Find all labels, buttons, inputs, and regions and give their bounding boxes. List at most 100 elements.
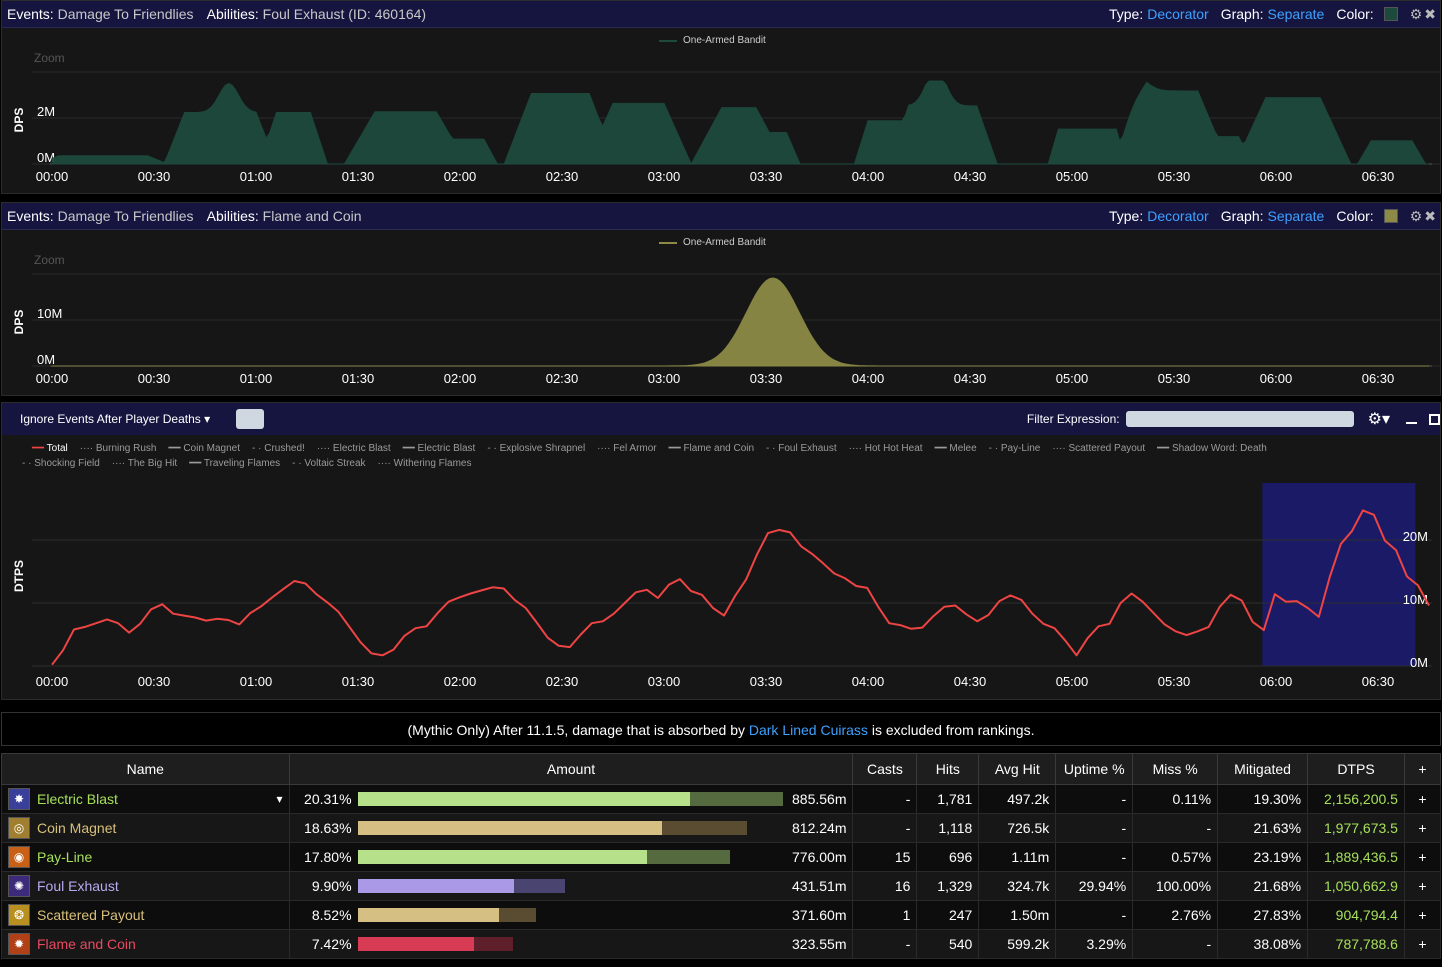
- expand-row-button[interactable]: +: [1403, 813, 1442, 843]
- table-row[interactable]: ✹ Flame and Coin 7.42% 323.55m -540 599.2k 3.2…: [1, 929, 1442, 959]
- amount-bar: [357, 879, 783, 893]
- dps-area-chart: One-Armed Bandit Zoom DPS 10M 0M 00:00 00:30 01…: [12, 237, 1440, 386]
- legend-item[interactable]: ···· Hot Hot Heat: [848, 443, 923, 454]
- events-value[interactable]: Damage To Friendlies: [57, 208, 194, 224]
- zoom-label: Zoom: [34, 253, 65, 267]
- events-label: Events:: [7, 6, 54, 22]
- legend-label: One-Armed Bandit: [683, 237, 766, 248]
- legend-item[interactable]: ━━ Melee: [934, 443, 977, 454]
- legend-item[interactable]: ···· Burning Rush: [79, 443, 157, 454]
- gear-icon[interactable]: ⚙: [1409, 5, 1423, 22]
- table-row[interactable]: ◎ Coin Magnet 18.63% 812.24m -1,118 726.5k - -2…: [1, 813, 1442, 843]
- legend-item[interactable]: ···· Fel Armor: [597, 443, 657, 454]
- legend-item[interactable]: - · Crushed!: [252, 443, 305, 454]
- legend-item[interactable]: ━━ Electric Blast: [402, 443, 476, 454]
- legend-item[interactable]: ━━ Traveling Flames: [189, 458, 281, 469]
- ability-name-link[interactable]: Flame and Coin: [37, 936, 136, 952]
- legend-item[interactable]: - · Explosive Shrapnel: [487, 443, 586, 454]
- graph-mode-link[interactable]: Separate: [1267, 208, 1325, 224]
- color-label: Color:: [1336, 6, 1374, 22]
- maximize-icon[interactable]: [1429, 413, 1440, 425]
- legend-item[interactable]: ━━ Flame and Coin: [668, 443, 755, 454]
- column-header[interactable]: Miss %: [1132, 753, 1219, 785]
- table-row[interactable]: ✸ Electric Blast ▾ 20.31% 885.56m -1,781 497.2…: [1, 784, 1442, 814]
- amount-cell: 9.90% 431.51m: [288, 871, 854, 901]
- abilities-value[interactable]: Flame and Coin: [262, 208, 362, 224]
- ability-name-link[interactable]: Coin Magnet: [37, 820, 117, 836]
- graph-mode-link[interactable]: Separate: [1267, 6, 1325, 22]
- legend-item[interactable]: - · Foul Exhaust: [766, 443, 837, 454]
- x-tick-label: 03:00: [648, 674, 681, 689]
- legend-item[interactable]: - · Voltaic Streak: [292, 458, 366, 469]
- amount-cell: 17.80% 776.00m: [288, 842, 854, 872]
- type-link[interactable]: Decorator: [1147, 208, 1209, 224]
- filter-expression-input[interactable]: [1125, 411, 1354, 427]
- close-icon[interactable]: ✖: [1424, 207, 1436, 224]
- column-header[interactable]: +: [1403, 753, 1442, 785]
- legend-item[interactable]: ━━ Coin Magnet: [168, 443, 241, 454]
- x-tick-label: 01:00: [240, 169, 273, 184]
- legend-item[interactable]: - · Pay-Line: [988, 443, 1041, 454]
- mitigated-cell: 21.63%: [1217, 813, 1309, 843]
- expand-row-button[interactable]: +: [1403, 842, 1442, 872]
- ability-name-cell[interactable]: ❂ Scattered Payout: [1, 900, 290, 930]
- dtps-cell: 1,889,436.5: [1307, 842, 1405, 872]
- amount-percent: 8.52%: [311, 907, 352, 923]
- legend-item[interactable]: ···· Scattered Payout: [1052, 443, 1146, 454]
- settings-gear-icon[interactable]: ⚙▾: [1367, 411, 1390, 428]
- ability-name-link[interactable]: Foul Exhaust: [37, 878, 119, 894]
- column-header[interactable]: DTPS: [1307, 753, 1405, 785]
- ignore-deaths-toggle[interactable]: [236, 409, 265, 429]
- abilities-value[interactable]: Foul Exhaust (ID: 460164): [262, 6, 427, 22]
- expand-row-button[interactable]: +: [1403, 900, 1442, 930]
- column-header[interactable]: Name: [1, 753, 290, 785]
- column-header[interactable]: Uptime %: [1055, 753, 1134, 785]
- legend-item[interactable]: ━━ Total: [32, 443, 68, 454]
- color-swatch[interactable]: [1383, 7, 1398, 21]
- y-tick-label: 10M: [1403, 592, 1428, 607]
- y-tick-label: 0M: [1410, 655, 1428, 670]
- amount-cell: 18.63% 812.24m: [288, 813, 854, 843]
- ability-name-cell[interactable]: ✸ Electric Blast ▾: [1, 784, 290, 814]
- ignore-deaths-label: Ignore Events After Player Deaths: [20, 412, 201, 426]
- dtps-cell: 787,788.6: [1307, 929, 1405, 959]
- expand-row-button[interactable]: +: [1403, 784, 1442, 814]
- minimize-icon[interactable]: [1406, 422, 1417, 424]
- events-value[interactable]: Damage To Friendlies: [57, 6, 194, 22]
- type-link[interactable]: Decorator: [1147, 6, 1209, 22]
- legend-item[interactable]: ···· The Big Hit: [111, 458, 178, 469]
- table-row[interactable]: ✺ Foul Exhaust 9.90% 431.51m 16 1,329 324.7k 29…: [1, 871, 1442, 901]
- dtps-cell: 1,050,662.9: [1307, 871, 1405, 901]
- ability-name-link[interactable]: Scattered Payout: [37, 907, 145, 923]
- color-swatch[interactable]: [1383, 209, 1398, 223]
- expand-row-button[interactable]: +: [1403, 871, 1442, 901]
- mitigated-cell: 21.68%: [1217, 871, 1309, 901]
- column-header[interactable]: Avg Hit: [978, 753, 1057, 785]
- dtps-graph-panel: Ignore Events After Player Deaths ▾ Filt…: [1, 402, 1441, 700]
- ability-name-cell[interactable]: ◉ Pay-Line: [1, 842, 290, 872]
- legend-item[interactable]: ···· Electric Blast: [316, 443, 391, 454]
- ability-name-link[interactable]: Pay-Line: [37, 849, 93, 865]
- legend-item[interactable]: ···· Withering Flames: [377, 458, 472, 469]
- x-tick-label: 00:00: [36, 169, 69, 184]
- column-header[interactable]: Mitigated: [1217, 753, 1309, 785]
- dark-lined-cuirass-link[interactable]: Dark Lined Cuirass: [748, 722, 868, 738]
- column-header[interactable]: Casts: [852, 753, 918, 785]
- close-icon[interactable]: ✖: [1424, 5, 1436, 22]
- legend-item[interactable]: - · Shocking Field: [22, 458, 100, 469]
- expand-row-button[interactable]: +: [1403, 929, 1442, 959]
- table-row[interactable]: ◉ Pay-Line 17.80% 776.00m 15 696 1.11m -0.57% 23…: [1, 842, 1442, 872]
- ability-name-link[interactable]: Electric Blast: [37, 791, 118, 807]
- ability-name-cell[interactable]: ✺ Foul Exhaust: [1, 871, 290, 901]
- table-row[interactable]: ❂ Scattered Payout 8.52% 371.60m 1 247 1.50m -2…: [1, 900, 1442, 930]
- gear-icon[interactable]: ⚙: [1409, 207, 1423, 224]
- ignore-deaths-dropdown[interactable]: Ignore Events After Player Deaths ▾: [2, 412, 210, 426]
- ability-name-cell[interactable]: ✹ Flame and Coin: [1, 929, 290, 959]
- expand-caret-icon[interactable]: ▾: [276, 792, 283, 806]
- amount-percent: 7.42%: [311, 936, 352, 952]
- chart-legend-row: - · Shocking Field ···· The Big Hit ━━ Tra…: [22, 458, 483, 469]
- ability-name-cell[interactable]: ◎ Coin Magnet: [1, 813, 290, 843]
- column-header[interactable]: Amount: [288, 753, 854, 785]
- legend-item[interactable]: ━━ Shadow Word: Death: [1157, 443, 1267, 454]
- column-header[interactable]: Hits: [916, 753, 980, 785]
